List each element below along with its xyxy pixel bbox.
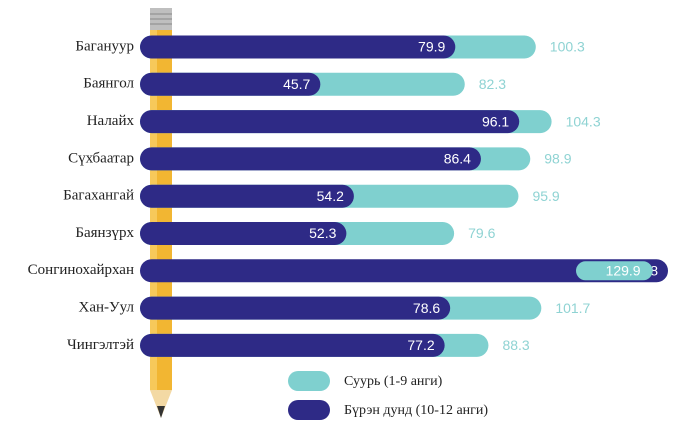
value-label: 77.2 [407,337,434,353]
bar [140,259,668,283]
bar [140,222,347,245]
bar [140,147,481,171]
legend: Суурь (1-9 анги) Бүрэн дунд (10-12 анги) [288,371,488,420]
legend-swatch [288,371,330,391]
category-label: Баганууp [75,38,134,54]
bar [140,333,445,357]
legend-label: Бүрэн дунд (10-12 анги) [344,403,488,418]
bar [140,72,321,96]
bar [140,184,354,208]
legend-swatch [288,400,330,420]
category-label: Сонгинохайрхан [28,262,134,278]
value-label: 54.2 [317,188,344,204]
value-label: 52.3 [309,225,336,241]
category-label: Хан-Уул [79,300,135,316]
value-label: 100.3 [550,39,585,55]
value-label: 82.3 [479,76,506,92]
bar [140,35,456,59]
value-label: 95.9 [532,188,559,204]
value-label: 96.1 [482,113,509,129]
value-label: 101.7 [555,300,590,316]
bar [140,296,451,320]
category-label: Баянзүрх [75,225,134,241]
value-label: 98.9 [544,151,571,167]
legend-label: Суурь (1-9 анги) [344,374,443,389]
category-label: Чингэлтэй [67,337,134,353]
category-label: Баянгол [83,76,134,92]
value-label: 45.7 [283,76,310,92]
bar [576,261,653,281]
value-label: 79.6 [468,225,495,241]
value-label: 78.6 [413,300,440,316]
value-label: 104.3 [566,113,601,129]
value-label: 79.9 [418,39,445,55]
value-label: 129.9 [606,263,641,279]
value-label: 88.3 [502,337,529,353]
category-label: Налайх [87,113,135,129]
category-label: Багахангай [63,188,134,204]
category-label: Сүхбаатар [68,150,134,166]
bar [140,110,520,134]
value-label: 86.4 [444,151,471,167]
